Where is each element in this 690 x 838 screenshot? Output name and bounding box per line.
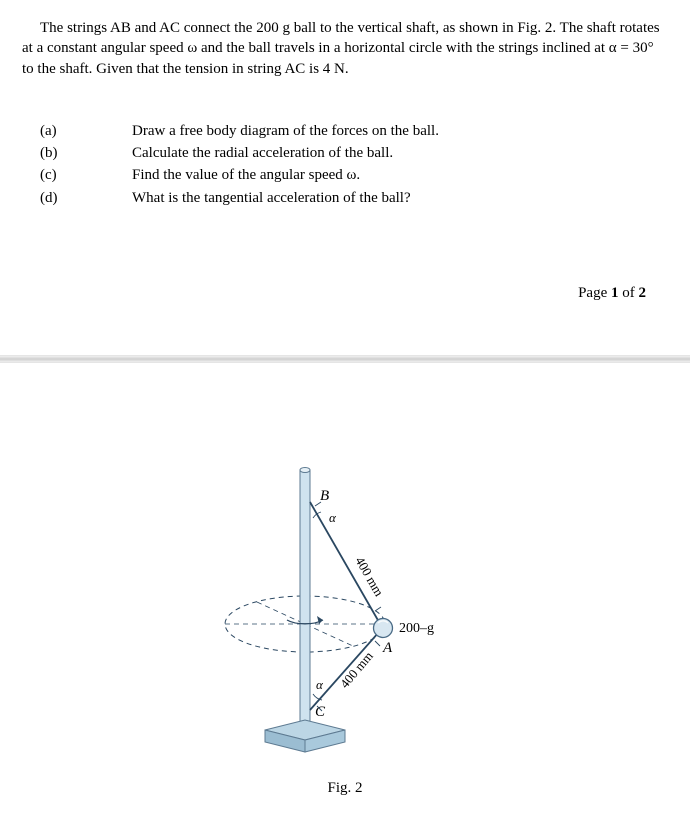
ball	[374, 619, 393, 638]
label-C: C	[315, 704, 326, 720]
parts-list: (a) Draw a free body diagram of the forc…	[40, 121, 439, 210]
figure-svg: B α 400 mm 200–g A 400 mm α C	[195, 452, 495, 762]
page-break-divider	[0, 355, 690, 363]
figure-2: B α 400 mm 200–g A 400 mm α C	[0, 452, 690, 768]
page: The strings AB and AC connect the 200 g …	[0, 0, 690, 838]
label-A: A	[382, 640, 393, 656]
part-text: Find the value of the angular speed ω.	[132, 165, 439, 187]
label-mass: 200–g	[399, 621, 434, 636]
shaft-body	[300, 470, 310, 730]
page-of: of	[619, 285, 639, 301]
part-text: Draw a free body diagram of the forces o…	[132, 121, 439, 143]
part-c: (c) Find the value of the angular speed …	[40, 165, 439, 187]
label-alpha-bottom: α	[316, 677, 324, 692]
intro-paragraph: The strings AB and AC connect the 200 g …	[22, 18, 666, 79]
page-prefix: Page	[578, 285, 611, 301]
label-ab-length: 400 mm	[352, 554, 386, 599]
figure-caption: Fig. 2	[0, 778, 690, 798]
part-label: (a)	[40, 121, 132, 143]
label-ac-length: 400 mm	[337, 648, 376, 691]
part-text: What is the tangential acceleration of t…	[132, 188, 439, 210]
shaft-base	[265, 720, 345, 752]
part-d: (d) What is the tangential acceleration …	[40, 188, 439, 210]
page-number: Page 1 of 2	[578, 283, 646, 303]
part-text: Calculate the radial acceleration of the…	[132, 143, 439, 165]
label-alpha-top: α	[329, 510, 337, 525]
page-current: 1	[611, 285, 619, 301]
part-label: (b)	[40, 143, 132, 165]
part-label: (d)	[40, 188, 132, 210]
part-a: (a) Draw a free body diagram of the forc…	[40, 121, 439, 143]
part-b: (b) Calculate the radial acceleration of…	[40, 143, 439, 165]
page-total: 2	[639, 285, 647, 301]
part-label: (c)	[40, 165, 132, 187]
dim-ticks-ab	[315, 502, 381, 611]
label-B: B	[320, 488, 329, 504]
shaft-top	[300, 468, 310, 473]
